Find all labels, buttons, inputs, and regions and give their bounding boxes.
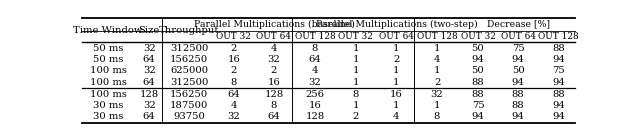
Text: 100 ms: 100 ms: [90, 66, 127, 75]
Text: OUT 128: OUT 128: [538, 32, 579, 41]
Text: 8: 8: [230, 78, 237, 86]
Text: 100 ms: 100 ms: [90, 78, 127, 86]
Text: 94: 94: [472, 55, 484, 64]
Text: 94: 94: [552, 78, 565, 86]
Text: 2: 2: [393, 55, 399, 64]
Text: 88: 88: [512, 90, 525, 99]
Text: Decrease [%]: Decrease [%]: [487, 20, 550, 29]
Text: 1: 1: [393, 44, 399, 53]
Text: Throughput: Throughput: [159, 26, 220, 35]
Text: 1: 1: [353, 101, 359, 110]
Text: 100 ms: 100 ms: [90, 90, 127, 99]
Text: OUT 32: OUT 32: [461, 32, 495, 41]
Text: 1: 1: [353, 78, 359, 86]
Text: 128: 128: [264, 90, 284, 99]
Text: 94: 94: [512, 112, 525, 121]
Text: 16: 16: [227, 55, 240, 64]
Text: OUT 128: OUT 128: [417, 32, 458, 41]
Text: OUT 32: OUT 32: [216, 32, 251, 41]
Text: 1: 1: [434, 101, 440, 110]
Text: 88: 88: [552, 44, 564, 53]
Text: 94: 94: [552, 55, 565, 64]
Text: 4: 4: [393, 112, 399, 121]
Text: 64: 64: [143, 78, 156, 86]
Text: OUT 64: OUT 64: [378, 32, 413, 41]
Text: 2: 2: [271, 66, 277, 75]
Text: 32: 32: [227, 112, 240, 121]
Text: 187500: 187500: [170, 101, 208, 110]
Text: 32: 32: [431, 90, 444, 99]
Text: 312500: 312500: [170, 44, 208, 53]
Text: 50: 50: [512, 66, 525, 75]
Text: 2: 2: [230, 66, 237, 75]
Text: 156250: 156250: [170, 55, 208, 64]
Text: 1: 1: [393, 101, 399, 110]
Text: 88: 88: [512, 101, 525, 110]
Text: 312500: 312500: [170, 78, 208, 86]
Text: 1: 1: [393, 66, 399, 75]
Text: 32: 32: [308, 78, 321, 86]
Text: 8: 8: [434, 112, 440, 121]
Text: 75: 75: [512, 44, 525, 53]
Text: 32: 32: [143, 101, 156, 110]
Text: 64: 64: [143, 55, 156, 64]
Text: 1: 1: [434, 66, 440, 75]
Text: 88: 88: [472, 90, 484, 99]
Text: 88: 88: [552, 90, 564, 99]
Text: OUT 64: OUT 64: [500, 32, 536, 41]
Text: 1: 1: [353, 55, 359, 64]
Text: 32: 32: [143, 44, 156, 53]
Text: 64: 64: [308, 55, 321, 64]
Text: Time Window: Time Window: [74, 26, 143, 35]
Text: 8: 8: [312, 44, 318, 53]
Text: 50: 50: [472, 66, 484, 75]
Text: 16: 16: [390, 90, 403, 99]
Text: 75: 75: [472, 101, 484, 110]
Text: 1: 1: [353, 66, 359, 75]
Text: 32: 32: [143, 66, 156, 75]
Text: 30 ms: 30 ms: [93, 112, 124, 121]
Text: 16: 16: [268, 78, 280, 86]
Text: 4: 4: [434, 55, 440, 64]
Text: 50 ms: 50 ms: [93, 44, 124, 53]
Text: 4: 4: [312, 66, 318, 75]
Text: 1: 1: [393, 78, 399, 86]
Text: 156250: 156250: [170, 90, 208, 99]
Text: 94: 94: [512, 78, 525, 86]
Text: Parallel Multiplications (baseline): Parallel Multiplications (baseline): [195, 20, 355, 29]
Text: Size: Size: [138, 26, 160, 35]
Text: 4: 4: [271, 44, 277, 53]
Text: OUT 64: OUT 64: [257, 32, 291, 41]
Text: 2: 2: [230, 44, 237, 53]
Text: 64: 64: [268, 112, 280, 121]
Text: 128: 128: [140, 90, 159, 99]
Text: 8: 8: [353, 90, 359, 99]
Text: 50 ms: 50 ms: [93, 55, 124, 64]
Text: 75: 75: [552, 66, 564, 75]
Text: 16: 16: [308, 101, 321, 110]
Text: 2: 2: [434, 78, 440, 86]
Text: 88: 88: [472, 78, 484, 86]
Text: 64: 64: [143, 112, 156, 121]
Text: 64: 64: [227, 90, 240, 99]
Text: 50: 50: [472, 44, 484, 53]
Text: 32: 32: [268, 55, 280, 64]
Text: 94: 94: [552, 112, 565, 121]
Text: Parallel Multiplications (two-step): Parallel Multiplications (two-step): [316, 20, 477, 29]
Text: 30 ms: 30 ms: [93, 101, 124, 110]
Text: 1: 1: [353, 44, 359, 53]
Text: OUT 32: OUT 32: [339, 32, 373, 41]
Text: 94: 94: [552, 101, 565, 110]
Text: 93750: 93750: [173, 112, 205, 121]
Text: OUT 128: OUT 128: [294, 32, 335, 41]
Text: 1: 1: [434, 44, 440, 53]
Text: 94: 94: [472, 112, 484, 121]
Text: 2: 2: [353, 112, 359, 121]
Text: 4: 4: [230, 101, 237, 110]
Text: 256: 256: [305, 90, 324, 99]
Text: 128: 128: [305, 112, 324, 121]
Text: 625000: 625000: [170, 66, 208, 75]
Text: 8: 8: [271, 101, 277, 110]
Text: 94: 94: [512, 55, 525, 64]
